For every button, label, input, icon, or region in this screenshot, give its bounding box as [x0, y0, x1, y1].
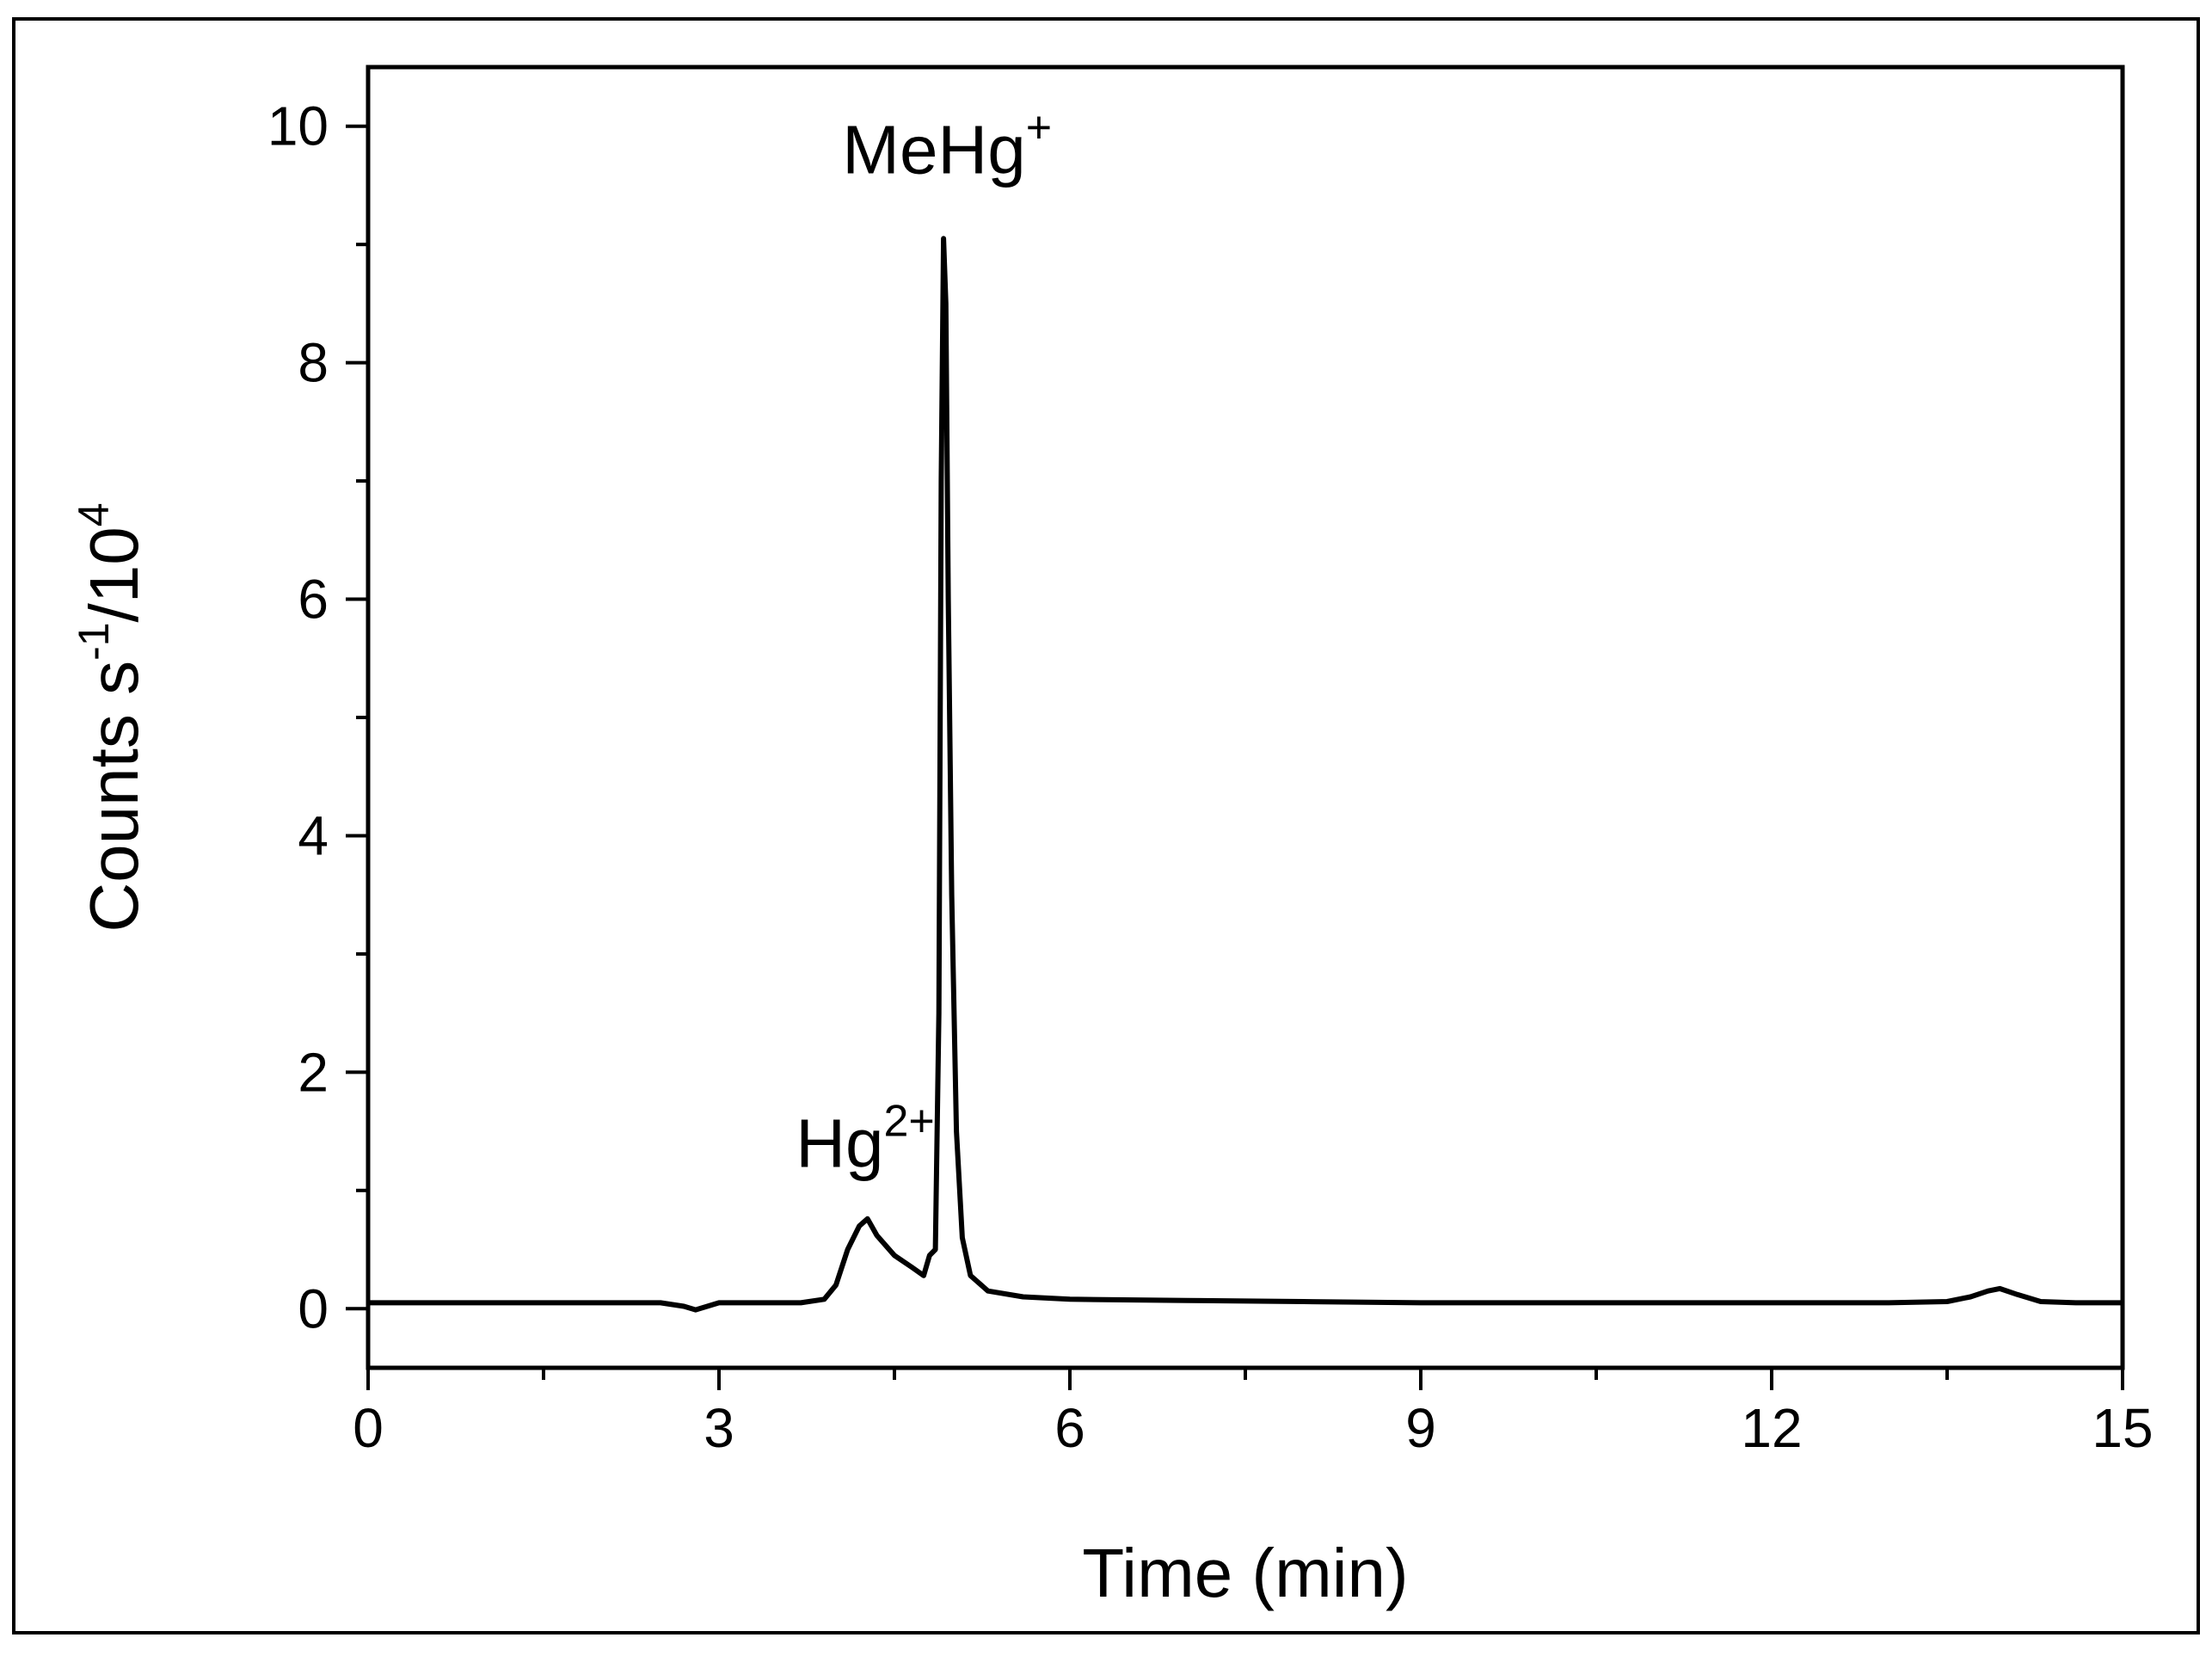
y-axis-label-group: Counts s-1/104	[70, 502, 152, 932]
y-tick-label: 8	[298, 332, 329, 394]
x-tick-label: 0	[353, 1397, 384, 1459]
y-tick-label: 2	[298, 1041, 329, 1103]
y-tick-label: 4	[298, 804, 329, 866]
plot-frame	[366, 65, 2125, 1370]
y-tick-label: 6	[298, 569, 329, 631]
y-tick-label: 10	[267, 95, 329, 157]
y-axis-label-superscript: 4	[70, 502, 118, 526]
peak-annotation-superscript: 2+	[883, 1096, 934, 1146]
series-line-0	[368, 236, 2123, 1313]
y-axis-label-text: Counts s	[76, 661, 152, 933]
y-axis-label: Counts s-1/104	[70, 502, 152, 932]
y-axis-label-text: /10	[76, 526, 152, 622]
peak-annotation: Hg2+	[796, 1096, 935, 1181]
peak-annotation: MeHg+	[842, 103, 1052, 188]
x-tick-label: 3	[704, 1397, 734, 1459]
x-tick-label: 9	[1405, 1397, 1436, 1459]
x-tick-label: 15	[2092, 1397, 2153, 1459]
x-tick-label: 6	[1054, 1397, 1085, 1459]
peak-annotation-superscript: +	[1026, 103, 1052, 153]
y-tick-label: 0	[298, 1277, 329, 1339]
x-axis-label: Time (min)	[1082, 1535, 1408, 1611]
outer-border	[12, 17, 2200, 1634]
peak-annotation-base: MeHg	[842, 112, 1025, 188]
x-tick-label: 12	[1741, 1397, 1802, 1459]
peak-annotation-base: Hg	[796, 1105, 883, 1181]
y-axis-label-superscript: -1	[70, 622, 118, 660]
